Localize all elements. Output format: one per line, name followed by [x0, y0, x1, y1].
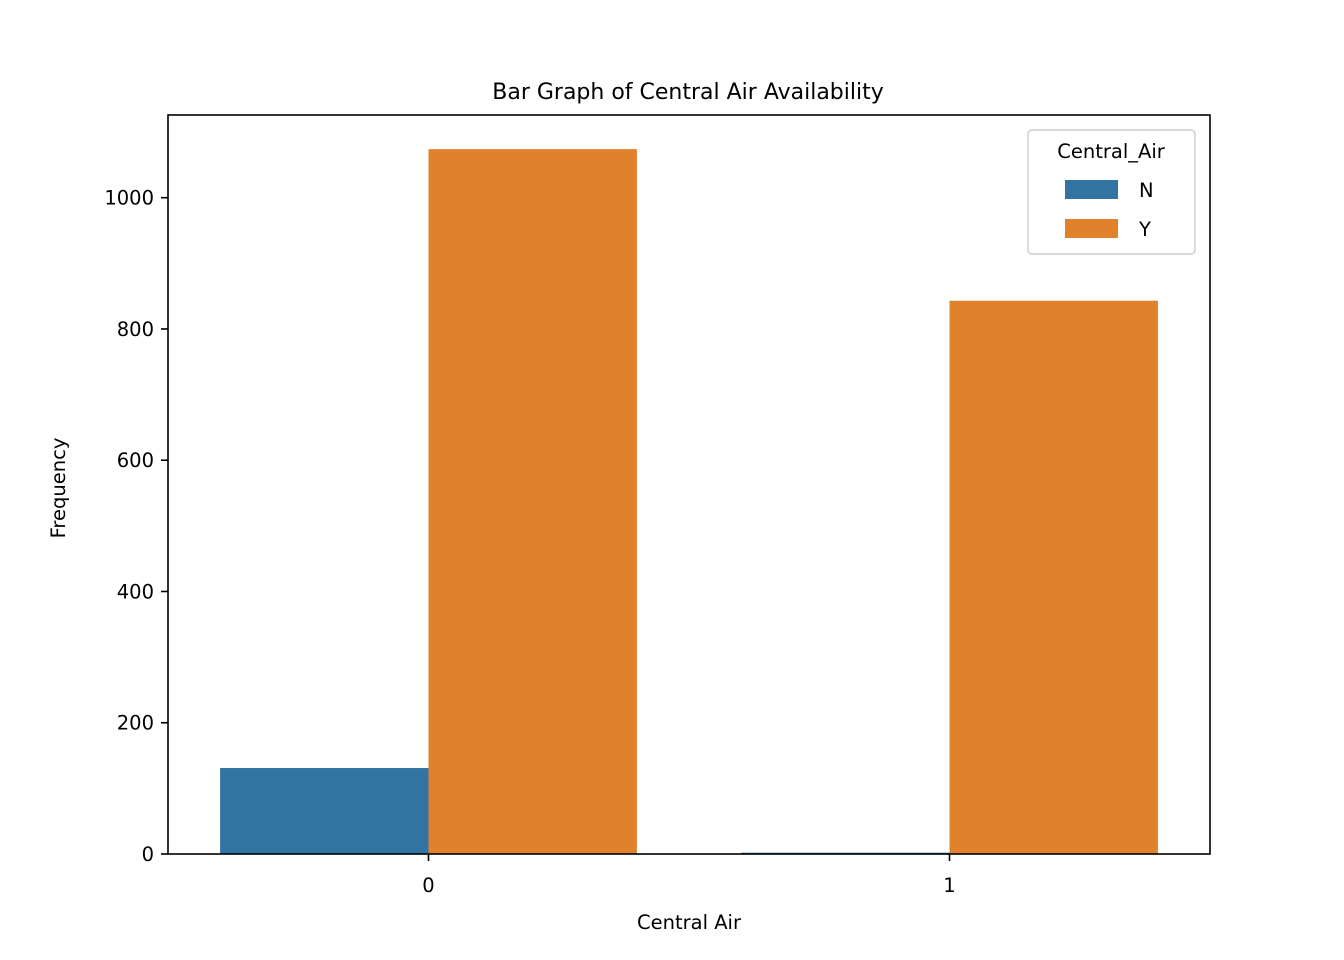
legend: Central_Air NY: [1027, 129, 1196, 255]
legend-label-n: N: [1139, 179, 1154, 202]
y-tick-label: 600: [117, 449, 154, 472]
x-tick-label: 0: [422, 874, 434, 897]
y-tick-label: 1000: [104, 187, 154, 210]
y-axis-label: Frequency: [47, 438, 70, 539]
bars-layer: [220, 149, 1158, 855]
chart-title: Bar Graph of Central Air Availability: [492, 80, 884, 105]
y-tick-label: 800: [117, 318, 154, 341]
legend-swatch-n: [1065, 180, 1118, 199]
plot-frame: [167, 114, 1211, 855]
y-tick-label: 0: [142, 843, 154, 866]
y-tick-label: 200: [117, 712, 154, 735]
legend-label-y: Y: [1138, 218, 1151, 241]
x-axis-label: Central Air: [637, 911, 742, 934]
legend-swatch-y: [1065, 219, 1118, 238]
y-tick-label: 400: [117, 580, 154, 603]
x-tick-label: 1: [943, 874, 955, 897]
bar-n-0: [220, 768, 429, 854]
legend-title: Central_Air: [1057, 140, 1166, 163]
y-axis: 0 200 400 600 800 1000: [104, 187, 168, 866]
bar-y-1: [949, 300, 1158, 854]
bar-y-0: [428, 149, 637, 855]
